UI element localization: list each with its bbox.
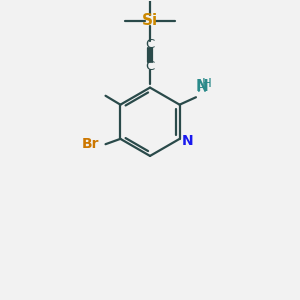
Text: H: H [197, 82, 207, 95]
Text: Si: Si [142, 13, 158, 28]
Text: Br: Br [82, 137, 100, 151]
Text: N: N [196, 79, 209, 94]
Text: N: N [182, 134, 194, 148]
Text: C: C [146, 60, 154, 73]
Text: C: C [146, 38, 154, 51]
Text: H: H [201, 77, 211, 90]
